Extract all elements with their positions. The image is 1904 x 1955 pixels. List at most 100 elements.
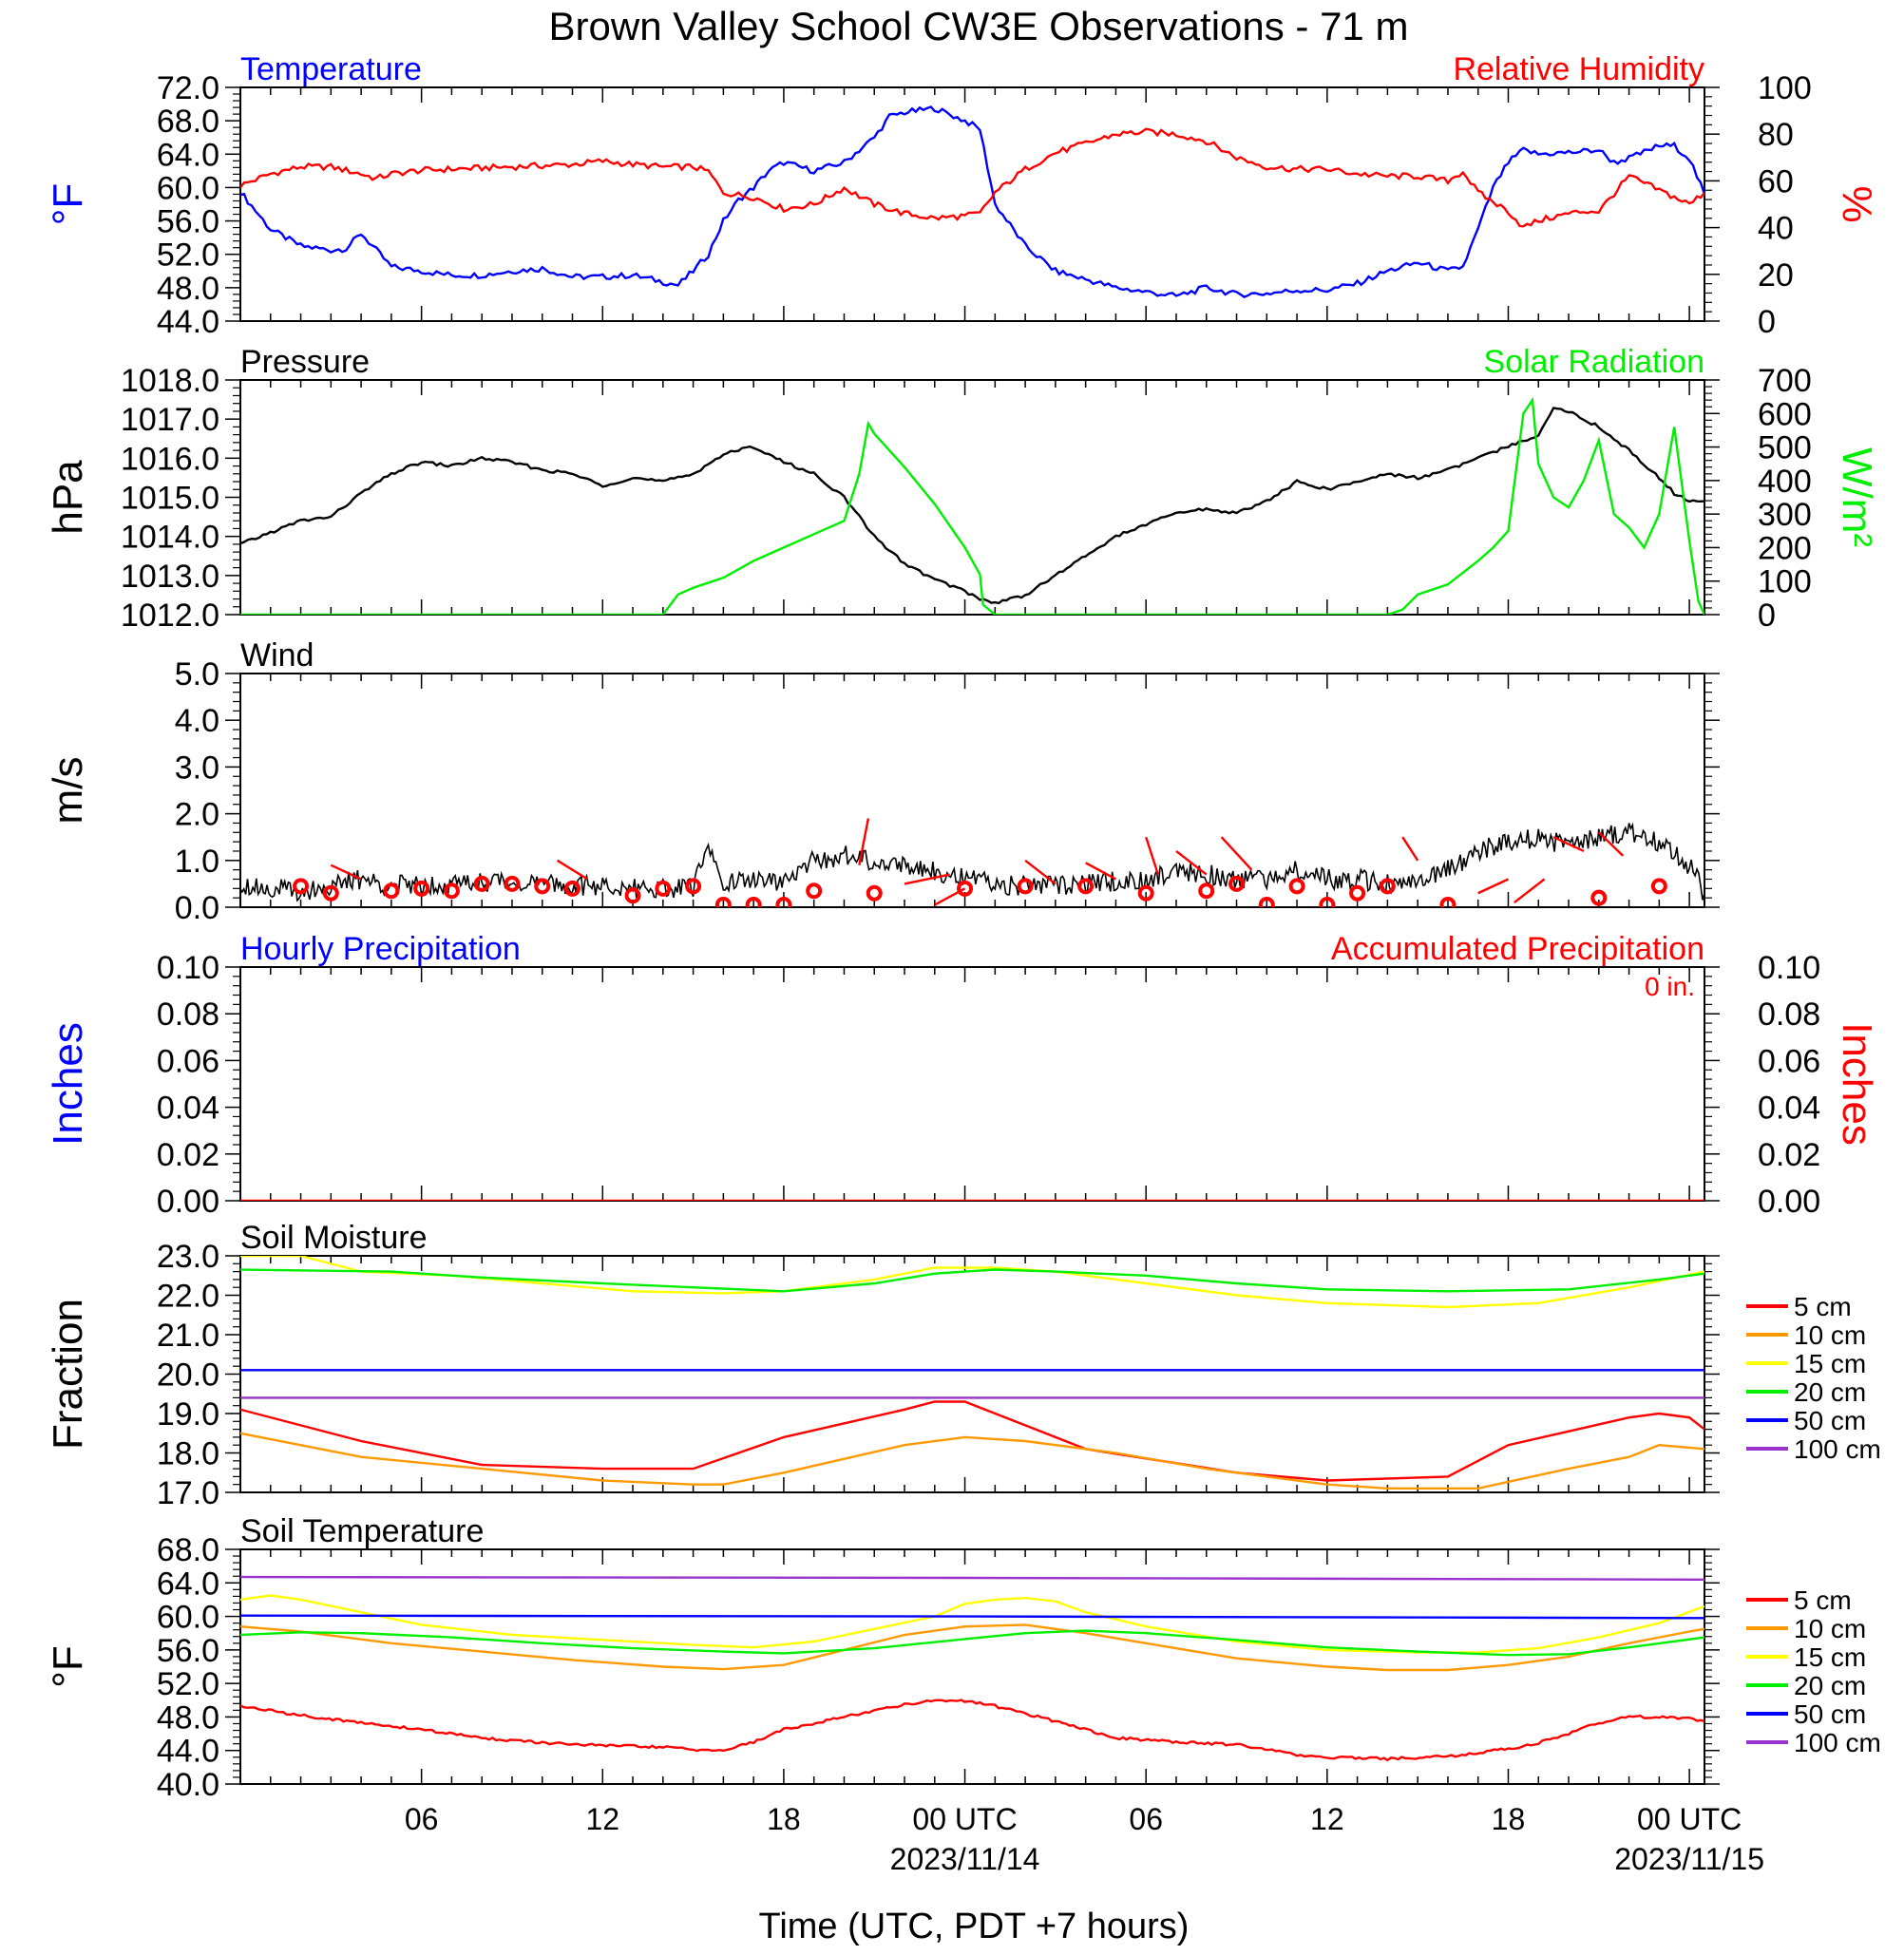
panel-title-left: Pressure	[240, 344, 370, 380]
y-axis-label-left: m/s	[45, 757, 91, 825]
panel-title-left: Soil Moisture	[240, 1220, 428, 1256]
y-tick-label-left: 68.0	[157, 104, 219, 140]
panel-3: 0.0 1.0 2.0 3.0 4.0 5.0 Wind m/s	[45, 637, 1720, 926]
figure-title: Brown Valley School CW3E Observations - …	[549, 4, 1409, 48]
wind-barb-calm-circle	[1258, 897, 1275, 907]
legend-entry: 10 cm	[1794, 1320, 1866, 1350]
wind-barb-calm-circle	[293, 878, 310, 895]
y-tick-label-right: 200	[1758, 530, 1812, 566]
wind-barb-staff	[1024, 859, 1057, 885]
y-tick-label-left: 19.0	[157, 1396, 219, 1433]
y-axis-label-right: Inches	[1834, 1022, 1880, 1146]
y-tick-label-left: 44.0	[157, 1734, 219, 1770]
wind-barb-staff	[1477, 878, 1509, 895]
series-group	[240, 818, 1704, 907]
y-tick-label-left: 0.00	[157, 1184, 219, 1220]
y-tick-label-right: 40	[1758, 211, 1794, 247]
wind-barb-calm-circle	[1379, 878, 1396, 895]
x-tick-label: 00 UTC	[912, 1802, 1017, 1836]
plot-frame	[239, 86, 1705, 322]
wind-barb-calm-circle	[624, 887, 641, 904]
y-tick-label-left: 52.0	[157, 237, 219, 274]
x-axis-label: Time (UTC, PDT +7 hours)	[759, 1907, 1190, 1946]
wind-barb-staff	[1597, 831, 1625, 857]
wind-barb-calm-circle	[1137, 884, 1154, 902]
y-axis-label-left: °F	[45, 183, 91, 225]
wind-barb-calm-circle	[1198, 883, 1215, 900]
y-tick-label-right: 100	[1758, 564, 1812, 600]
wind-barb-calm-circle	[775, 897, 792, 907]
x-tick-label: 12	[1310, 1802, 1344, 1836]
wind-barb-calm-circle	[1590, 889, 1608, 906]
series-group	[240, 105, 1704, 298]
wind-barb-staff	[1552, 836, 1585, 853]
wind-barb-calm-circle	[413, 880, 430, 897]
y-tick-label-left: 0.02	[157, 1137, 219, 1173]
y-tick-label-left: 21.0	[157, 1318, 219, 1354]
y-axis-label-left: Fraction	[45, 1299, 91, 1450]
y-tick-label-right: 0	[1758, 304, 1776, 340]
x-tick-label: 00 UTC	[1637, 1802, 1742, 1836]
series-line-right	[240, 396, 1704, 615]
wind-barb-staff	[1401, 836, 1419, 862]
wind-barb-calm-circle	[443, 883, 460, 900]
wind-barb-calm-circle	[322, 884, 339, 902]
wind-barb-calm-circle	[1228, 875, 1246, 892]
y-tick-label-left: 1018.0	[121, 363, 219, 399]
wind-barb-calm-circle	[1017, 878, 1034, 895]
x-tick-label: 18	[767, 1802, 801, 1836]
wind-barb-calm-circle	[534, 878, 551, 895]
panel-title-right: Relative Humidity	[1453, 51, 1704, 87]
panel-5: 17.018.019.020.021.022.0 23.0 Soil Moistur…	[45, 1220, 1881, 1511]
accumulated-total-annotation: 0 in.	[1645, 972, 1695, 1001]
wind-barb-calm-circle	[655, 880, 672, 897]
plot-frame	[239, 673, 1705, 908]
wind-barb-staff	[556, 859, 589, 881]
wind-barb-calm-circle	[504, 875, 521, 892]
y-tick-label-left: 4.0	[175, 703, 219, 739]
panel-title-left: Soil Temperature	[240, 1513, 484, 1549]
plot-frame	[239, 966, 1705, 1202]
wind-barb-calm-circle	[1077, 878, 1095, 895]
wind-barb-staff	[1085, 862, 1116, 881]
plot-frame	[239, 379, 1705, 616]
series-group	[240, 1256, 1704, 1490]
legend-entry: 100 cm	[1794, 1434, 1881, 1464]
plot-frame	[239, 1548, 1705, 1785]
wind-barb-calm-circle	[564, 880, 581, 897]
legend-entry: 5 cm	[1794, 1585, 1852, 1615]
y-tick-label-left: 52.0	[157, 1666, 219, 1702]
y-tick-label-right: 0.08	[1758, 996, 1820, 1033]
legend-entry: 50 cm	[1794, 1406, 1866, 1435]
y-tick-label-left: 60.0	[157, 170, 219, 206]
wind-barb-calm-circle	[473, 875, 490, 892]
y-tick-label-left: 56.0	[157, 1633, 219, 1669]
panel-title-right: Solar Radiation	[1484, 344, 1704, 380]
y-tick-label-left: 1016.0	[121, 441, 219, 477]
series-line-20-cm	[240, 1268, 1704, 1293]
wind-barb-calm-circle	[714, 897, 732, 907]
wind-barb-calm-circle	[806, 883, 823, 900]
series-line-100-cm	[240, 1575, 1704, 1581]
y-axis-label-right: %	[1834, 185, 1880, 222]
wind-barb-staff	[1175, 850, 1208, 876]
series-line-20-cm	[240, 1629, 1704, 1657]
wind-barb-staff	[330, 864, 362, 881]
panel-4: 0.00 0.02 0.04 0.06 0.08 0.10 0.00 0.02 0.04 0.06…	[45, 931, 1880, 1220]
y-tick-label-left: 18.0	[157, 1436, 219, 1472]
legend-entry: 15 cm	[1794, 1349, 1866, 1378]
series-line-5-cm	[240, 1699, 1704, 1762]
y-tick-label-left: 72.0	[157, 70, 219, 106]
y-tick-label-left: 48.0	[157, 1699, 219, 1736]
y-tick-label-right: 80	[1758, 117, 1794, 153]
y-tick-label-left: 40.0	[157, 1767, 219, 1803]
series-group	[240, 396, 1704, 615]
x-tick-label: 18	[1492, 1802, 1526, 1836]
series-line-left	[240, 105, 1704, 298]
wind-barb-staff	[858, 818, 870, 865]
y-tick-label-right: 100	[1758, 70, 1812, 106]
panel-title-left: Wind	[240, 637, 314, 674]
wind-barb-calm-circle	[383, 883, 400, 900]
series-line-10-cm	[240, 1432, 1704, 1490]
